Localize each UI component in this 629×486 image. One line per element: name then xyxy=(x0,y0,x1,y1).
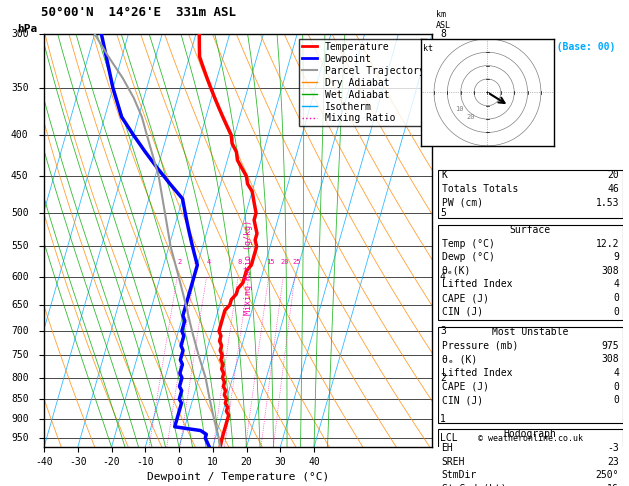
Text: LCL: LCL xyxy=(440,433,457,443)
Text: 600: 600 xyxy=(11,272,28,282)
Text: CIN (J): CIN (J) xyxy=(442,395,482,405)
Text: © weatheronline.co.uk: © weatheronline.co.uk xyxy=(478,434,583,443)
Text: SREH: SREH xyxy=(442,457,465,467)
Text: 700: 700 xyxy=(11,326,28,336)
Text: StmDir: StmDir xyxy=(442,470,477,480)
Text: 308: 308 xyxy=(601,266,619,276)
Text: 9: 9 xyxy=(613,252,619,262)
Text: 850: 850 xyxy=(11,394,28,404)
Text: PW (cm): PW (cm) xyxy=(442,198,482,208)
Text: Temp (°C): Temp (°C) xyxy=(442,239,494,248)
Text: 300: 300 xyxy=(11,29,28,39)
X-axis label: Dewpoint / Temperature (°C): Dewpoint / Temperature (°C) xyxy=(147,472,329,483)
Text: 8: 8 xyxy=(440,29,446,39)
Text: Pressure (mb): Pressure (mb) xyxy=(442,341,518,351)
Text: 400: 400 xyxy=(11,130,28,140)
Text: 4: 4 xyxy=(613,279,619,289)
Text: EH: EH xyxy=(442,443,454,453)
Text: Hodograph: Hodograph xyxy=(504,429,557,439)
Text: 1.53: 1.53 xyxy=(596,198,619,208)
Text: 550: 550 xyxy=(11,242,28,251)
Text: 3: 3 xyxy=(194,259,198,265)
Text: 500: 500 xyxy=(11,208,28,218)
Text: 20: 20 xyxy=(281,259,289,265)
Text: 950: 950 xyxy=(11,433,28,443)
Text: 4: 4 xyxy=(613,368,619,378)
Bar xyxy=(438,429,623,486)
Text: 1: 1 xyxy=(440,414,446,424)
Text: 5: 5 xyxy=(440,208,446,218)
Text: km
ASL: km ASL xyxy=(436,11,451,30)
Text: StmSpd (kt): StmSpd (kt) xyxy=(442,484,506,486)
Text: 01.06.2024  06GMT  (Base: 00): 01.06.2024 06GMT (Base: 00) xyxy=(445,42,616,52)
Text: 4: 4 xyxy=(440,272,446,282)
Text: θₑ(K): θₑ(K) xyxy=(442,266,471,276)
Text: 250°: 250° xyxy=(596,470,619,480)
Text: 12.2: 12.2 xyxy=(596,239,619,248)
Text: 23: 23 xyxy=(607,457,619,467)
Text: CAPE (J): CAPE (J) xyxy=(442,293,489,303)
Text: 0: 0 xyxy=(613,395,619,405)
Text: 650: 650 xyxy=(11,300,28,310)
Text: 900: 900 xyxy=(11,414,28,424)
Text: 308: 308 xyxy=(601,354,619,364)
Text: Dewp (°C): Dewp (°C) xyxy=(442,252,494,262)
Text: 750: 750 xyxy=(11,350,28,360)
Text: 15: 15 xyxy=(266,259,274,265)
Bar xyxy=(438,225,623,320)
Text: θₑ (K): θₑ (K) xyxy=(442,354,477,364)
Text: 46: 46 xyxy=(607,184,619,194)
Text: 0: 0 xyxy=(613,382,619,392)
Text: 7: 7 xyxy=(440,83,446,93)
Text: 16: 16 xyxy=(607,484,619,486)
Bar xyxy=(438,327,623,422)
Text: 10: 10 xyxy=(246,259,255,265)
Text: Lifted Index: Lifted Index xyxy=(442,368,512,378)
Text: 20: 20 xyxy=(466,114,475,120)
Text: 2: 2 xyxy=(440,373,446,383)
Text: 0: 0 xyxy=(613,293,619,303)
Text: -3: -3 xyxy=(607,443,619,453)
Text: 975: 975 xyxy=(601,341,619,351)
Text: Totals Totals: Totals Totals xyxy=(442,184,518,194)
Text: 8: 8 xyxy=(238,259,242,265)
Text: 0: 0 xyxy=(613,307,619,317)
Text: Most Unstable: Most Unstable xyxy=(492,327,569,337)
Text: 3: 3 xyxy=(440,326,446,336)
Text: 450: 450 xyxy=(11,171,28,181)
Text: 25: 25 xyxy=(292,259,301,265)
Text: Lifted Index: Lifted Index xyxy=(442,279,512,289)
Text: Surface: Surface xyxy=(509,225,551,235)
Text: 10: 10 xyxy=(455,106,464,112)
Text: 20: 20 xyxy=(607,171,619,180)
Legend: Temperature, Dewpoint, Parcel Trajectory, Dry Adiabat, Wet Adiabat, Isotherm, Mi: Temperature, Dewpoint, Parcel Trajectory… xyxy=(299,39,427,126)
Bar xyxy=(438,171,623,218)
Text: K: K xyxy=(442,171,447,180)
Text: CIN (J): CIN (J) xyxy=(442,307,482,317)
Text: 800: 800 xyxy=(11,373,28,383)
Text: hPa: hPa xyxy=(17,24,37,34)
Text: 2: 2 xyxy=(177,259,181,265)
Text: Mixing Ratio (g/kg): Mixing Ratio (g/kg) xyxy=(244,220,253,315)
Text: CAPE (J): CAPE (J) xyxy=(442,382,489,392)
Text: kt: kt xyxy=(423,44,433,53)
Text: 350: 350 xyxy=(11,83,28,93)
Text: 6: 6 xyxy=(440,130,446,140)
Text: 50°00'N  14°26'E  331m ASL: 50°00'N 14°26'E 331m ASL xyxy=(41,6,236,19)
Text: 4: 4 xyxy=(206,259,211,265)
